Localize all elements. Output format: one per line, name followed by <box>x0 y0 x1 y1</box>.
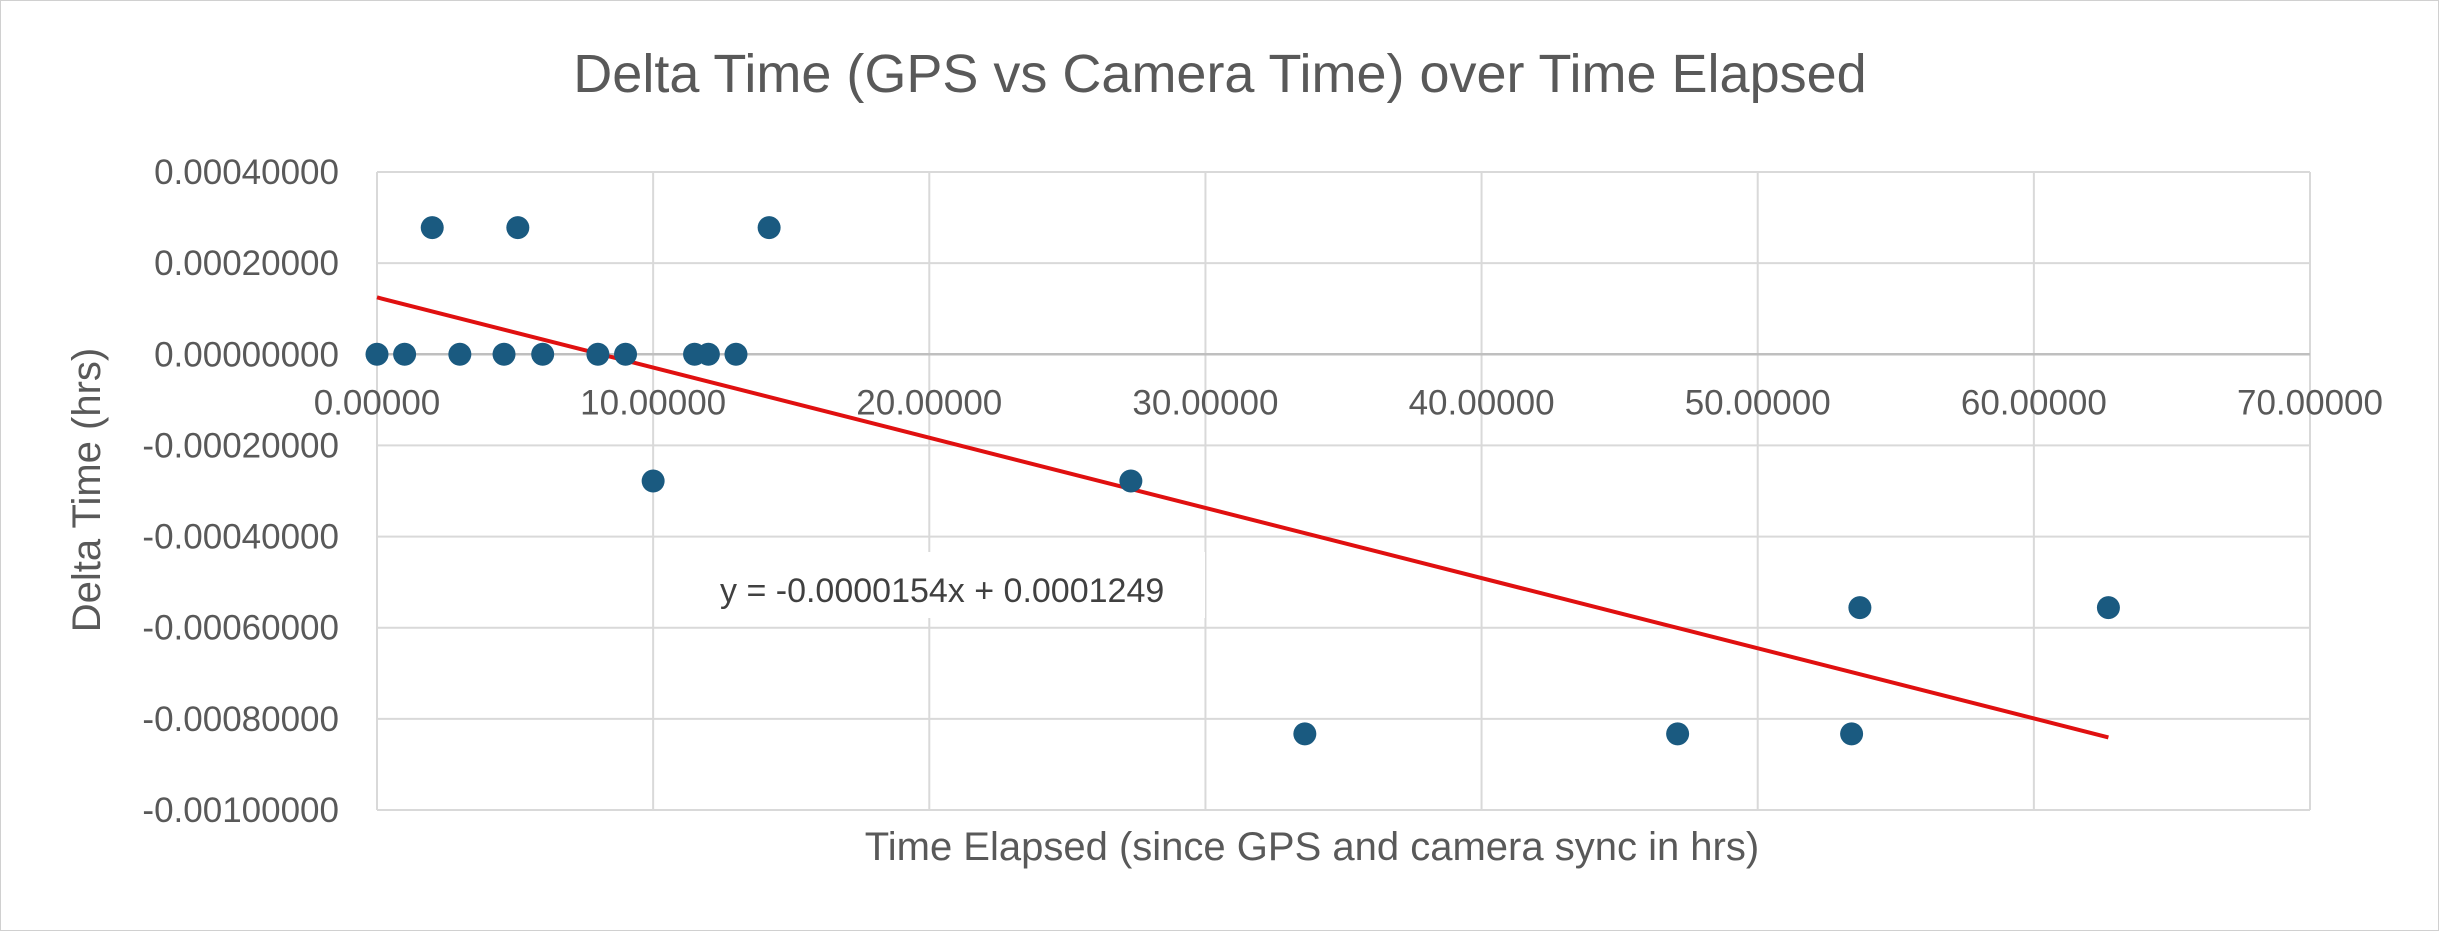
data-point <box>506 216 530 240</box>
x-tick-label: 40.00000 <box>1409 383 1555 422</box>
data-point <box>1666 722 1690 746</box>
x-tick-label: 20.00000 <box>856 383 1002 422</box>
x-tick-label: 0.00000 <box>314 383 441 422</box>
x-axis-title: Time Elapsed (since GPS and camera sync … <box>865 825 1759 869</box>
data-point <box>614 342 638 366</box>
x-tick-labels: 0.00000 10.00000 20.00000 30.00000 40.00000 5… <box>314 383 2383 422</box>
data-point <box>365 342 389 366</box>
data-point <box>1848 596 1872 620</box>
data-point <box>531 342 555 366</box>
y-tick-labels: 0.00040000 0.00020000 0.00000000 -0.0002000… <box>142 153 339 830</box>
x-tick-label: 50.00000 <box>1685 383 1831 422</box>
data-point <box>492 342 516 366</box>
x-tick-label: 70.00000 <box>2237 383 2383 422</box>
data-points <box>365 216 2120 746</box>
x-tick-label: 60.00000 <box>1961 383 2107 422</box>
data-point <box>420 216 444 240</box>
data-point <box>1840 722 1864 746</box>
data-point <box>448 342 472 366</box>
data-point <box>1293 722 1317 746</box>
data-point <box>586 342 610 366</box>
trendline-equation: y = -0.0000154x + 0.0001249 <box>720 572 1164 610</box>
y-tick-label: 0.00040000 <box>154 153 339 192</box>
x-tick-label: 10.00000 <box>580 383 726 422</box>
trendline-layer <box>376 295 2109 740</box>
chart-title: Delta Time (GPS vs Camera Time) over Tim… <box>573 44 1866 104</box>
y-tick-label: -0.00020000 <box>142 426 339 465</box>
y-tick-label: 0.00000000 <box>154 335 339 374</box>
data-point <box>696 342 720 366</box>
y-tick-label: -0.00040000 <box>142 518 339 557</box>
y-tick-label: -0.00100000 <box>142 791 339 830</box>
trendline-equation-box: y = -0.0000154x + 0.0001249 <box>705 552 1205 618</box>
data-point <box>757 216 781 240</box>
y-axis-title: Delta Time (hrs) <box>65 348 109 633</box>
y-tick-label: -0.00060000 <box>142 609 339 648</box>
x-tick-label: 30.00000 <box>1132 383 1278 422</box>
data-point <box>393 342 417 366</box>
data-point <box>724 342 748 366</box>
y-tick-label: -0.00080000 <box>142 700 339 739</box>
data-point <box>2096 596 2120 620</box>
y-tick-label: 0.00020000 <box>154 244 339 283</box>
trendline <box>376 295 2109 740</box>
data-point <box>1119 469 1143 493</box>
data-point <box>641 469 665 493</box>
